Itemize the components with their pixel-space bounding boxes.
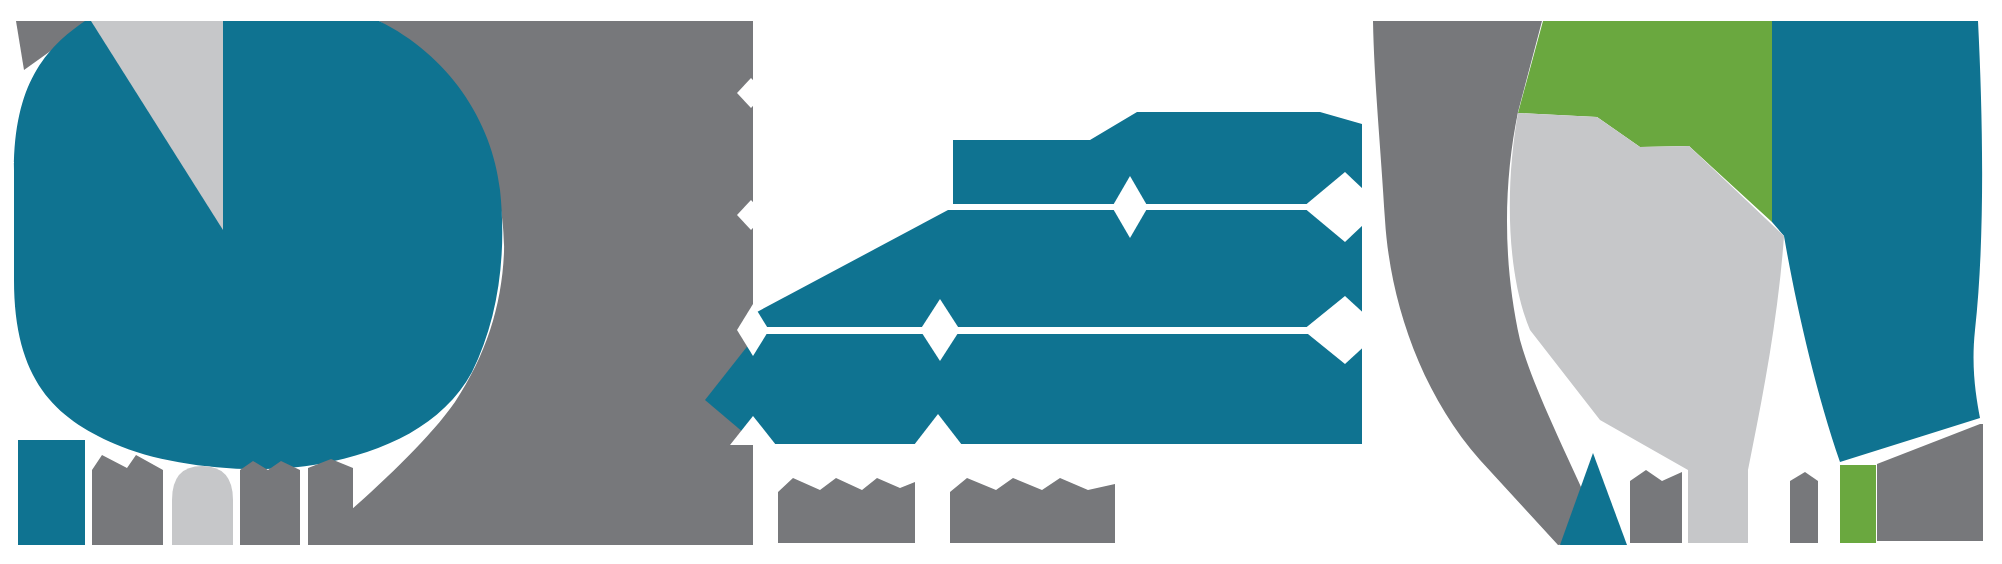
middle-wordmark [778,478,1115,543]
logo-banner-svg [0,0,2002,564]
wordmark-glyph-blob [240,461,300,545]
top-crop-mask [0,0,2002,21]
gantt-bars-logo [705,78,1382,543]
wordmark-glyph-blob [1840,465,1876,543]
wordmark-glyph-blob [172,466,233,545]
wordmark-glyph-blob [308,459,353,545]
wordmark-glyph-blob [92,455,163,545]
wordmark-glyph-blob [950,478,1115,543]
bar-row-top-icon [953,112,1362,204]
bar-row-bottom-icon [705,334,1362,444]
segmented-ring-logo [1510,21,1983,545]
logo-banner [0,0,2002,564]
bottom-crop-mask [0,546,2002,564]
pie-disc-icon [14,21,502,469]
right-crop-mask [1990,0,2002,564]
wordmark-glyph-blob [18,440,85,545]
ring-segment-teal-icon [1772,21,1982,462]
wordmark-glyph-blob [778,478,915,543]
right-wordmark [1560,424,1983,545]
wordmark-glyph-blob [1630,470,1682,543]
left-crop-mask [0,0,13,564]
bar-row-middle-icon [757,210,1362,327]
wordmark-glyph-blob [1790,472,1818,543]
